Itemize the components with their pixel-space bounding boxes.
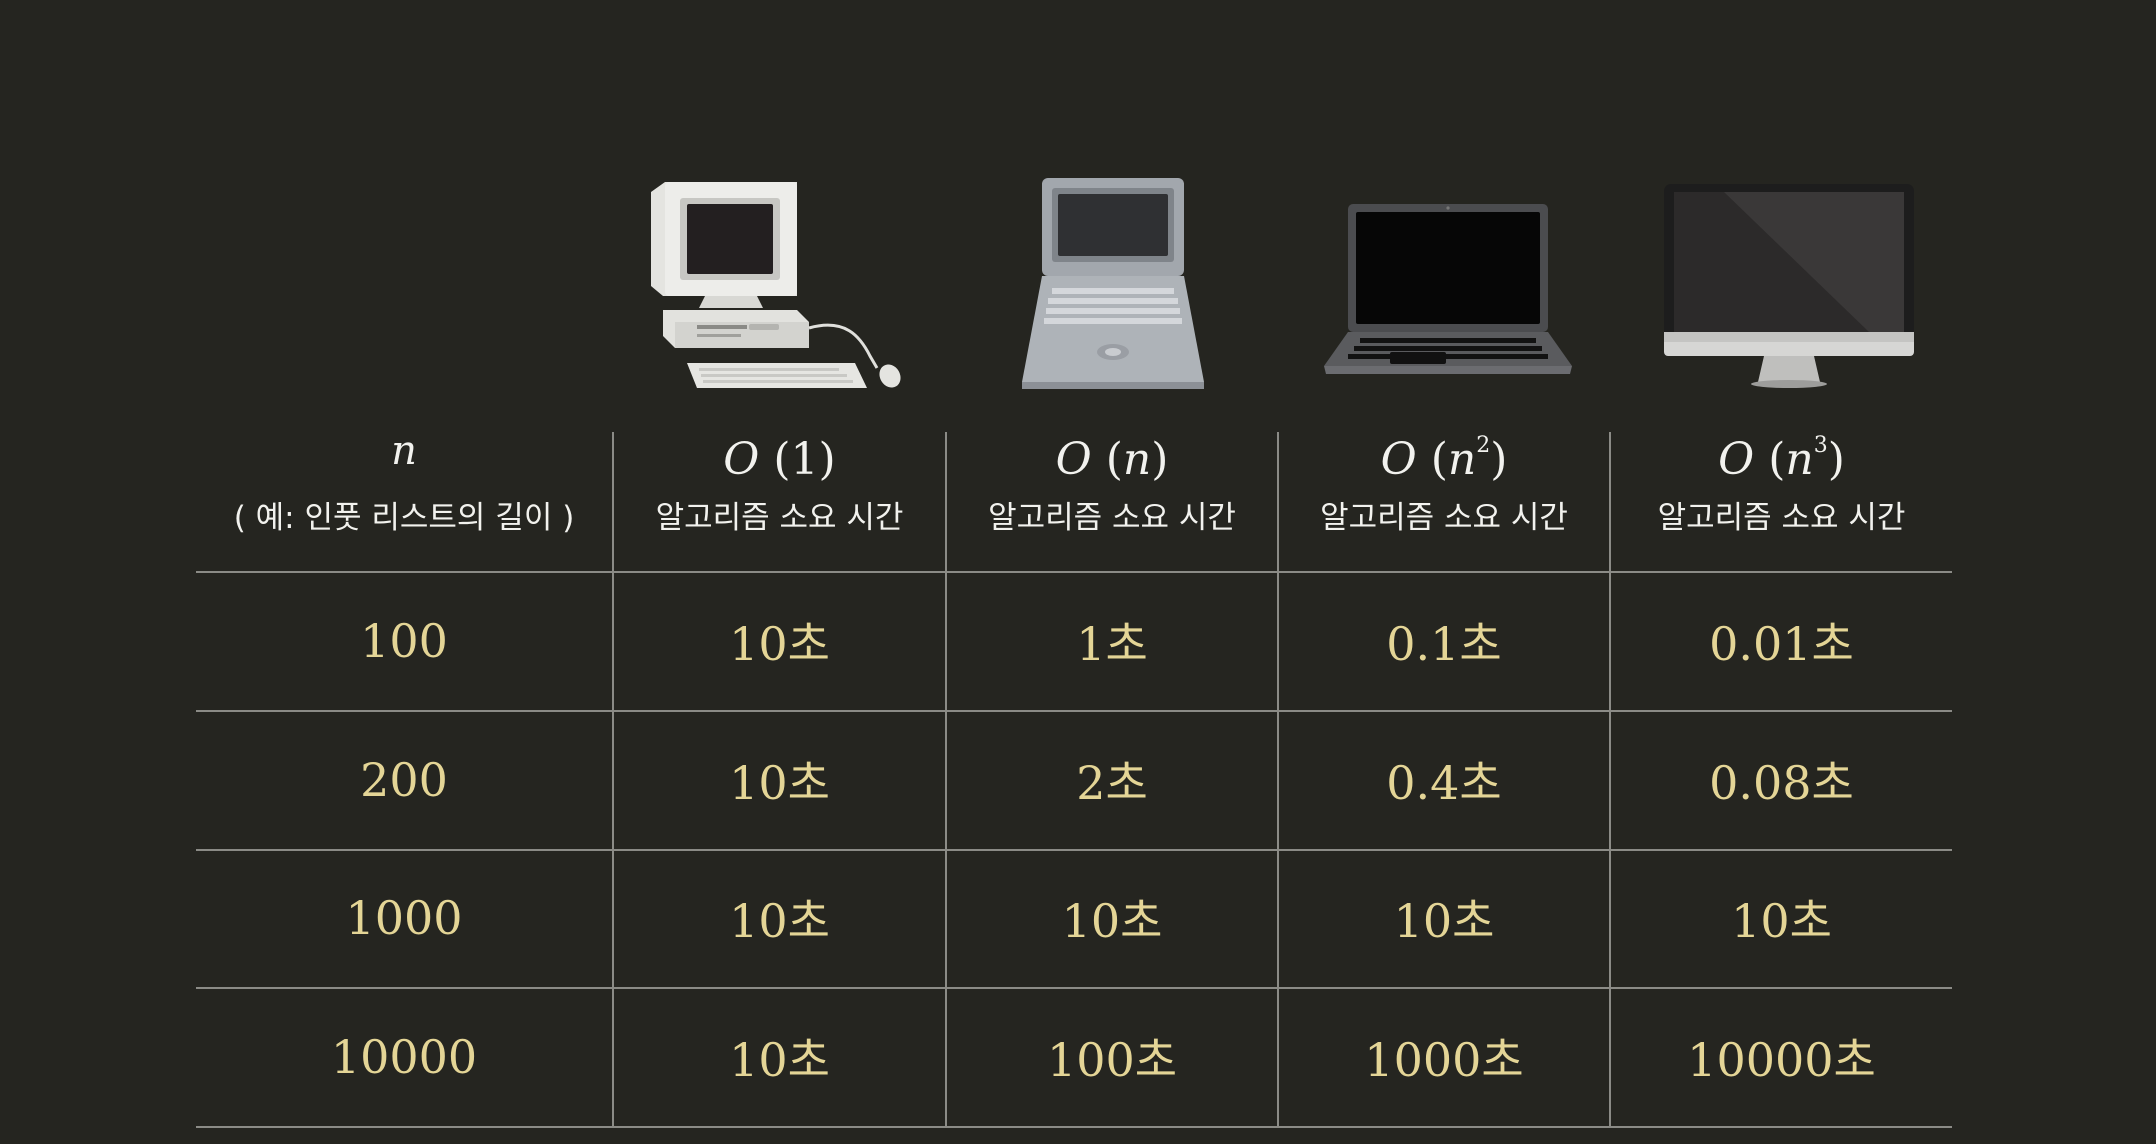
big-o-notation: O (1) (614, 430, 945, 490)
complexity-header-o1: O (1) 알고리즘 소요 시간 (614, 425, 945, 570)
column-caption: 알고리즘 소요 시간 (655, 500, 904, 536)
time-cell: 1초 (1076, 617, 1148, 671)
big-o-symbol: O (1718, 434, 1755, 485)
big-o-argument: n (1785, 434, 1814, 485)
complexity-header-on2: O (n2) 알고리즘 소요 시간 (1279, 425, 1609, 570)
big-o-notation: O (n) (947, 430, 1277, 490)
big-o-notation: O (n3) (1611, 430, 1952, 490)
table-column-divider (1609, 432, 1611, 1128)
complexity-header-on: O (n) 알고리즘 소요 시간 (947, 425, 1277, 570)
paren-close: ) (1827, 434, 1845, 485)
time-cell: 10초 (1061, 894, 1163, 948)
time-cell: 10초 (729, 1033, 830, 1087)
time-cell: 1000초 (1364, 1033, 1524, 1087)
paren-open: ( (1430, 434, 1448, 485)
paren-open: ( (1105, 434, 1123, 485)
n-header-subtitle: ( 예: 인풋 리스트의 길이 ) (233, 500, 575, 536)
column-caption: 알고리즘 소요 시간 (1657, 500, 1906, 536)
time-cell: 0.01초 (1709, 617, 1854, 671)
complexity-header-on3: O (n3) 알고리즘 소요 시간 (1611, 425, 1952, 570)
big-o-symbol: O (1055, 434, 1092, 485)
table-header-divider (196, 571, 1952, 573)
modern-laptop-icon (1320, 202, 1576, 378)
big-o-notation: O (n2) (1279, 430, 1609, 490)
big-o-argument: n (1122, 434, 1152, 485)
time-cell: 0.4초 (1386, 756, 1502, 810)
n-header: n ( 예: 인풋 리스트의 길이 ) (196, 425, 612, 570)
time-cell: 2초 (1076, 756, 1148, 810)
n-value-cell: 200 (360, 753, 448, 807)
big-o-symbol: O (723, 434, 760, 485)
table-column-divider (945, 432, 947, 1128)
time-cell: 100초 (1046, 1033, 1178, 1087)
time-cell: 10초 (1393, 894, 1495, 948)
time-cell: 10초 (1731, 894, 1832, 948)
table-row-divider (196, 849, 1952, 851)
big-o-argument: 1 (790, 434, 819, 485)
paren-close: ) (1151, 434, 1169, 485)
table-row-divider (196, 710, 1952, 712)
big-o-exponent: 2 (1476, 433, 1491, 458)
time-cell: 0.1초 (1386, 617, 1502, 671)
n-symbol: n (391, 428, 417, 474)
big-o-exponent: 3 (1813, 433, 1828, 458)
table-column-divider (612, 432, 614, 1128)
column-caption: 알고리즘 소요 시간 (1320, 500, 1568, 536)
n-value-cell: 10000 (330, 1030, 478, 1084)
time-cell: 10초 (729, 894, 830, 948)
time-cell: 0.08초 (1709, 756, 1854, 810)
imac-monitor-icon (1664, 182, 1916, 388)
column-caption: 알고리즘 소요 시간 (988, 500, 1236, 536)
big-o-symbol: O (1380, 434, 1417, 485)
time-cell: 10초 (729, 617, 830, 671)
paren-open: ( (773, 434, 791, 485)
table-bottom-border (196, 1126, 1952, 1128)
table-column-divider (1277, 432, 1279, 1128)
paren-open: ( (1768, 434, 1786, 485)
retro-desktop-computer-icon (645, 178, 905, 393)
time-cell: 10000초 (1687, 1033, 1876, 1087)
big-o-argument: n (1447, 434, 1477, 485)
n-value-cell: 100 (360, 614, 448, 668)
paren-close: ) (1490, 434, 1508, 485)
time-cell: 10초 (729, 756, 830, 810)
n-value-cell: 1000 (345, 891, 463, 945)
paren-close: ) (818, 434, 836, 485)
table-row-divider (196, 987, 1952, 989)
vintage-laptop-icon (1018, 176, 1208, 390)
